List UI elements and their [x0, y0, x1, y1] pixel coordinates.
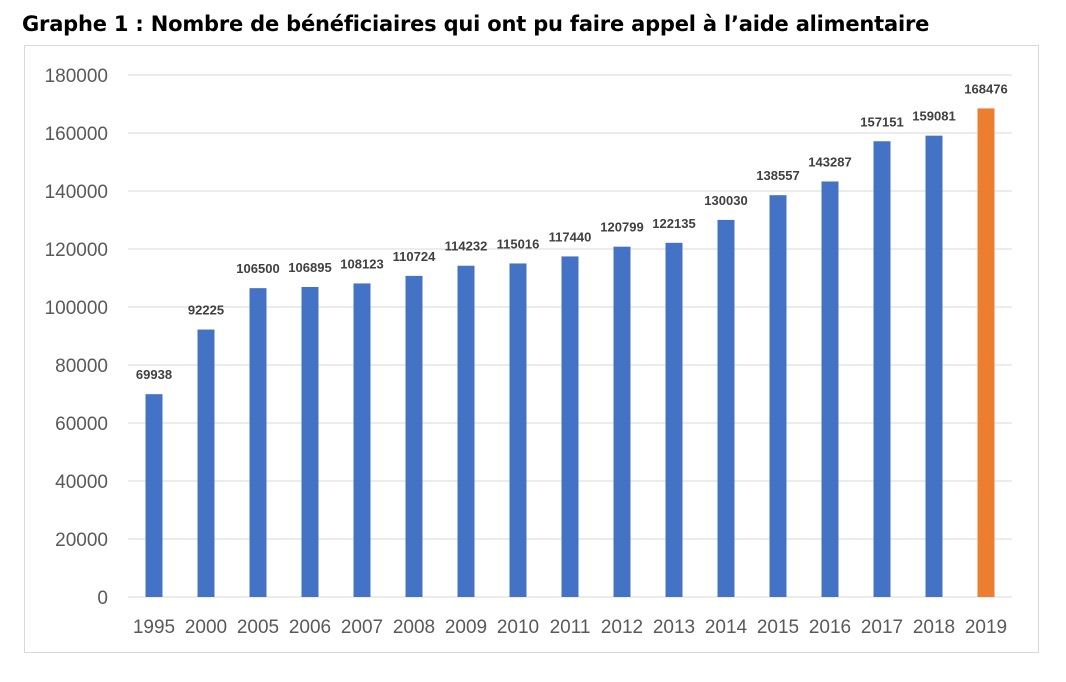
bar: [873, 141, 891, 598]
x-tick-label: 2019: [965, 617, 1007, 638]
bar: [613, 246, 631, 597]
data-label: 168476: [964, 81, 1007, 96]
data-label: 130030: [704, 193, 747, 208]
data-label: 92225: [188, 303, 224, 318]
bar: [821, 181, 839, 597]
x-tick-label: 2018: [913, 617, 955, 638]
data-label: 115016: [497, 236, 540, 251]
data-label: 122135: [652, 216, 695, 231]
x-tick-label: 2009: [445, 617, 487, 638]
chart-title: Graphe 1 : Nombre de bénéficiaires qui o…: [22, 12, 930, 36]
y-tick-label: 60000: [55, 414, 108, 435]
x-tick-label: 2011: [550, 617, 591, 638]
bar: [769, 195, 787, 597]
x-tick-label: 2017: [861, 617, 903, 638]
data-label: 69938: [136, 367, 172, 382]
bar: [197, 329, 215, 597]
data-label: 106895: [288, 260, 331, 275]
x-tick-label: 2012: [601, 617, 643, 638]
bar: [145, 394, 163, 597]
bar: [717, 219, 735, 597]
chart-frame: [24, 45, 1039, 653]
bar: [353, 283, 371, 597]
x-tick-label: 2005: [237, 617, 279, 638]
data-label: 159081: [912, 109, 955, 124]
x-tick-label: 2008: [393, 617, 435, 638]
x-tick-label: 2014: [705, 617, 748, 638]
x-tick-label: 2007: [341, 617, 383, 638]
x-tick-label: 2016: [809, 617, 851, 638]
bar: [977, 108, 995, 597]
x-tick-label: 2013: [653, 617, 695, 638]
y-tick-label: 40000: [55, 472, 108, 493]
y-tick-label: 80000: [55, 356, 108, 377]
data-label: 108123: [340, 256, 383, 271]
y-tick-label: 160000: [45, 124, 108, 145]
data-label: 117440: [549, 229, 592, 244]
data-label: 110724: [393, 249, 436, 264]
bar: [249, 288, 267, 597]
bar: [561, 256, 579, 597]
data-label: 106500: [236, 261, 279, 276]
bar: [457, 265, 475, 597]
y-tick-label: 180000: [45, 66, 108, 87]
y-tick-label: 20000: [55, 530, 108, 551]
bar: [405, 275, 423, 597]
y-tick-label: 120000: [45, 240, 108, 261]
x-tick-label: 1995: [133, 617, 175, 638]
y-tick-label: 140000: [45, 182, 108, 203]
y-tick-label: 0: [97, 588, 108, 609]
data-label: 157151: [860, 114, 903, 129]
x-tick-label: 2015: [757, 617, 799, 638]
y-tick-label: 100000: [45, 298, 108, 319]
data-label: 114232: [445, 239, 488, 254]
bar: [509, 263, 527, 597]
bar: [925, 135, 943, 597]
x-tick-label: 2010: [497, 617, 539, 638]
bar: [301, 287, 319, 597]
bar: [665, 242, 683, 597]
data-label: 138557: [756, 168, 799, 183]
x-tick-label: 2006: [289, 617, 331, 638]
data-label: 143287: [808, 154, 851, 169]
x-tick-label: 2000: [185, 617, 227, 638]
data-label: 120799: [600, 220, 643, 235]
